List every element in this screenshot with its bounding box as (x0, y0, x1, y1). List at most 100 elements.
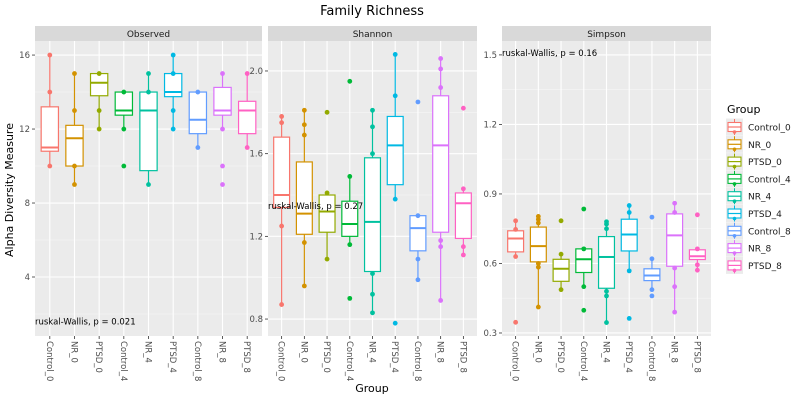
legend-item-Control_8: Control_8 (726, 222, 791, 240)
data-point (47, 52, 53, 58)
kruskal-wallis-annotation: ruskal-Wallis, p = 0.27 (268, 202, 363, 212)
legend-label: NR_0 (748, 141, 771, 151)
data-point (72, 182, 77, 187)
chart-title: Family Richness (320, 4, 424, 19)
data-point (146, 71, 151, 76)
data-point (558, 251, 564, 257)
data-point (347, 242, 353, 248)
data-point (438, 244, 444, 250)
data-point (694, 212, 700, 218)
box-iqr (295, 161, 313, 235)
data-point (438, 85, 444, 90)
x-tick-label: PTSD_0 (93, 341, 103, 373)
data-point (244, 145, 250, 150)
data-point (694, 246, 700, 252)
data-point (604, 226, 609, 232)
data-point (170, 108, 176, 113)
data-point (672, 265, 678, 271)
x-tick-label: PTSD_8 (241, 341, 251, 373)
data-point (513, 227, 519, 232)
legend-item-Control_4: Control_4 (726, 170, 791, 188)
data-point (626, 315, 632, 321)
y-tick-label: 1.5 (483, 51, 497, 61)
x-tick-label: Control_8 (412, 341, 422, 381)
data-point (279, 114, 285, 119)
box-iqr (188, 91, 208, 135)
box-iqr (386, 115, 404, 186)
data-point (244, 71, 250, 76)
y-axis-label: Alpha Diversity Measure (3, 123, 16, 257)
box-iqr (575, 248, 593, 274)
data-point (324, 256, 330, 262)
data-point (72, 163, 77, 169)
x-tick-label: NR_4 (143, 341, 153, 363)
box-Control_4 (575, 206, 593, 313)
y-tick-label: 0.3 (483, 329, 497, 339)
legend-item-NR_0: NR_0 (726, 135, 771, 153)
legend-key-point (732, 164, 737, 169)
facet-strip-label: Shannon (353, 30, 393, 40)
data-point (581, 206, 587, 212)
y-tick-label: 12 (19, 125, 30, 135)
box-Control_8 (643, 214, 661, 299)
data-point (535, 261, 541, 266)
legend-item-PTSD_4: PTSD_4 (726, 205, 782, 222)
data-point (535, 217, 541, 222)
data-point (370, 291, 375, 297)
data-point (558, 218, 564, 224)
data-point (392, 320, 398, 326)
data-point (415, 213, 421, 219)
data-point (535, 304, 541, 310)
data-point (301, 132, 307, 138)
x-tick-label: NR_4 (601, 341, 611, 363)
kruskal-wallis-annotation: ruskal-Wallis, p = 0.16 (502, 49, 597, 59)
data-point (121, 163, 127, 169)
data-point (694, 267, 700, 273)
legend-key-point (732, 147, 737, 152)
box-PTSD_0 (89, 71, 109, 132)
y-tick-label: 16 (19, 51, 30, 61)
data-point (604, 288, 609, 294)
box-iqr (318, 194, 336, 233)
facet-strip (502, 26, 711, 41)
data-point (72, 108, 77, 113)
data-point (460, 186, 466, 192)
legend-label: Control_0 (748, 124, 791, 134)
box-PTSD_4 (163, 52, 183, 132)
box-iqr (507, 230, 525, 253)
legend-item-NR_8: NR_8 (726, 239, 771, 257)
x-tick-label: Control_4 (578, 341, 588, 381)
x-tick-label: PTSD_8 (457, 341, 467, 373)
box-iqr (432, 95, 450, 233)
data-point (438, 298, 444, 303)
x-tick-label: PTSD_4 (167, 341, 177, 373)
data-point (649, 293, 655, 299)
panel-marks (507, 200, 706, 325)
data-point (649, 287, 655, 293)
x-tick-label: NR_8 (435, 341, 445, 363)
data-point (581, 307, 587, 313)
legend-key-point (732, 216, 737, 221)
box-PTSD_0 (552, 218, 570, 293)
box-NR_0 (295, 107, 313, 289)
data-point (415, 277, 421, 283)
box-iqr (666, 213, 684, 267)
box-PTSD_8 (237, 71, 257, 150)
data-point (513, 218, 519, 224)
data-point (121, 126, 127, 132)
data-point (535, 220, 541, 226)
legend-label: PTSD_4 (748, 210, 782, 220)
data-point (649, 256, 655, 262)
box-NR_4 (597, 219, 616, 325)
data-point (195, 89, 201, 95)
box-iqr (454, 192, 472, 240)
box-NR_8 (666, 200, 684, 315)
data-point (347, 78, 353, 84)
legend-label: Control_4 (748, 175, 791, 185)
y-tick-label: 8 (25, 199, 30, 209)
legend-key-point (732, 268, 737, 273)
legend-label: NR_4 (748, 193, 771, 203)
y-tick-label: 4 (25, 273, 30, 283)
data-point (279, 223, 285, 229)
